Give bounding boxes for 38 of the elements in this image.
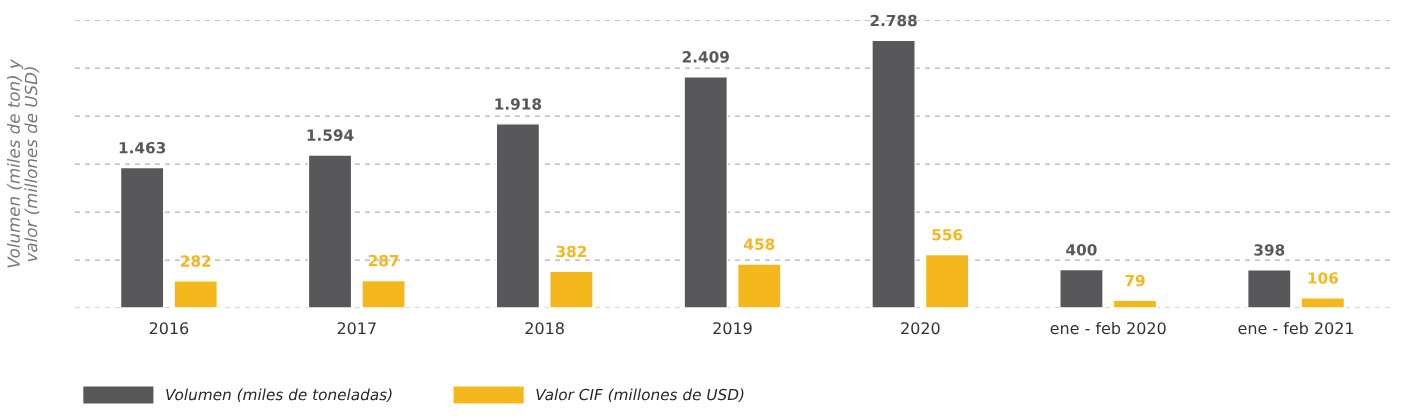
bar [683, 76, 729, 308]
x-tick-label: 2016 [149, 322, 189, 335]
bar [1300, 297, 1346, 308]
data-label: 458 [744, 238, 775, 250]
bar [871, 39, 916, 308]
data-label: 2.788 [870, 14, 917, 27]
data-label: 282 [180, 255, 211, 267]
y-axis-title: Volumen (miles de ton) y valor (millones de USD) [7, 59, 40, 268]
x-tick-label: ene - feb 2021 [1238, 321, 1354, 335]
data-label: 1.594 [307, 129, 354, 141]
data-label: 287 [368, 254, 399, 267]
x-tick-label: ene - feb 2020 [1050, 321, 1166, 335]
bar [307, 154, 353, 308]
bar [361, 279, 406, 308]
data-label: 79 [1125, 274, 1145, 287]
x-tick-label: 2020 [901, 322, 940, 335]
data-label: 400 [1066, 243, 1097, 256]
bar [924, 253, 970, 308]
bar [173, 280, 218, 308]
x-tick-label: 2017 [337, 322, 376, 335]
data-label: 1.463 [119, 141, 166, 154]
data-label: 2.409 [682, 51, 729, 63]
data-label: 398 [1254, 244, 1285, 256]
legend-label: Volumen (miles de toneladas) [166, 388, 392, 403]
x-tick-label: 2019 [713, 322, 752, 335]
bar [549, 270, 594, 308]
data-label: 556 [932, 229, 963, 241]
bar [495, 123, 541, 308]
bar [1247, 269, 1292, 308]
bar [736, 263, 782, 308]
bar [119, 166, 165, 308]
data-label: 106 [1308, 272, 1338, 284]
bar [1112, 299, 1158, 308]
bar [1059, 268, 1104, 308]
legend-label: Valor CIF (millones de USD) [536, 388, 744, 403]
x-tick-label: 2018 [525, 322, 564, 335]
data-label: 1.918 [495, 98, 542, 110]
data-label: 382 [556, 245, 587, 258]
